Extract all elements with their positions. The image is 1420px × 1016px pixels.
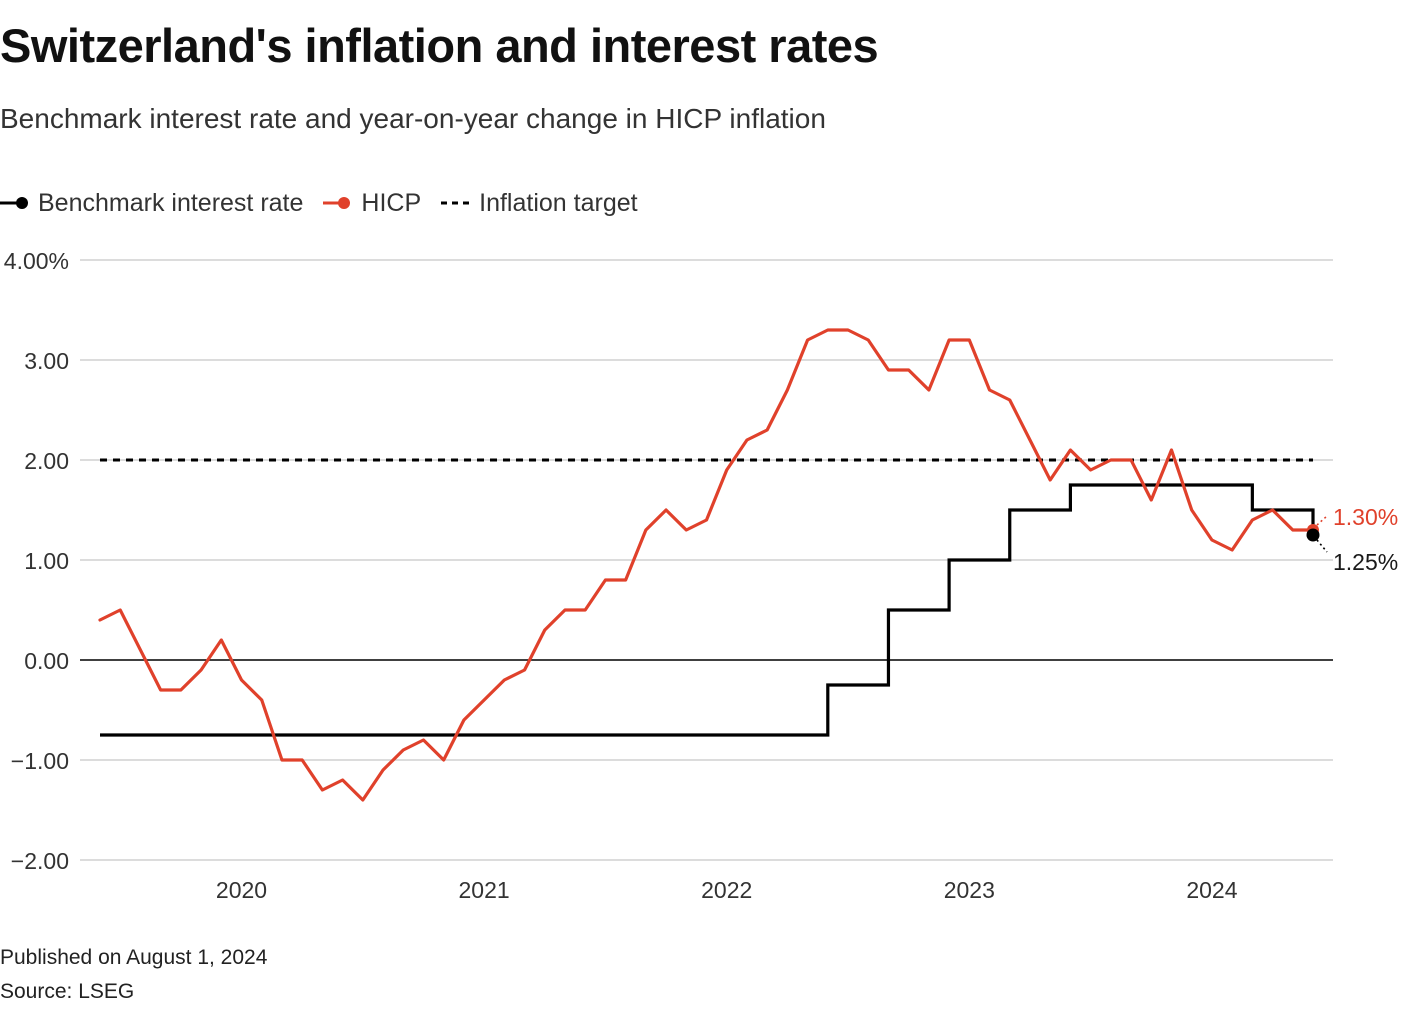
y-tick-label: −2.00 xyxy=(11,848,69,874)
legend-hicp-swatch-icon xyxy=(323,197,351,209)
interest-rate-line xyxy=(100,483,1315,737)
x-tick-label: 2021 xyxy=(459,877,510,903)
y-tick-label: 4.00% xyxy=(4,248,69,274)
y-tick-label: 1.00 xyxy=(24,548,69,574)
x-tick-label: 2020 xyxy=(216,877,267,903)
page-title: Switzerland's inflation and interest rat… xyxy=(0,19,879,72)
x-tick-label: 2023 xyxy=(944,877,995,903)
legend-rate-swatch-icon xyxy=(0,197,28,209)
chart-legend: Benchmark interest rate HICP Inflation t… xyxy=(0,186,658,220)
legend-target-label: Inflation target xyxy=(479,188,638,217)
legend-target-swatch-icon xyxy=(441,201,470,205)
y-tick-label: 0.00 xyxy=(24,648,69,674)
published-date: Published on August 1, 2024 xyxy=(0,946,268,969)
legend-item-target: Inflation target xyxy=(441,188,638,218)
page-subtitle: Benchmark interest rate and year-on-year… xyxy=(0,103,826,134)
legend-rate-label: Benchmark interest rate xyxy=(38,188,304,217)
source-note: Source: LSEG xyxy=(0,980,135,1003)
legend-item-rate: Benchmark interest rate xyxy=(0,189,303,218)
hicp-end-connector xyxy=(1316,515,1328,526)
x-tick-label: 2022 xyxy=(701,877,752,903)
y-tick-label: 2.00 xyxy=(24,448,69,474)
hicp-end-label: 1.30% xyxy=(1333,504,1398,530)
legend-item-hicp: HICP xyxy=(323,189,421,218)
line-chart: 4.00% 3.00 2.00 1.00 0.00 −1.00 −2.00 2020 2021 2… xyxy=(4,248,1398,903)
legend-hicp-label: HICP xyxy=(361,188,422,217)
interest-rate-end-marker xyxy=(1306,528,1320,542)
y-tick-label: 3.00 xyxy=(24,348,69,374)
y-tick-label: −1.00 xyxy=(11,748,69,774)
hicp-line xyxy=(98,328,1315,802)
interest-rate-end-connector xyxy=(1316,539,1328,553)
x-tick-label: 2024 xyxy=(1186,877,1237,903)
interest-rate-end-label: 1.25% xyxy=(1333,549,1398,575)
